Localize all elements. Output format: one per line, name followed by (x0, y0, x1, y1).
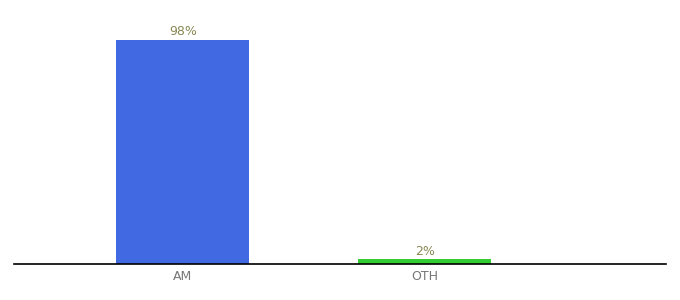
Bar (116, 40, 250, 264)
Text: 98%: 98% (169, 25, 197, 38)
Text: 2%: 2% (415, 244, 435, 258)
Bar (358, 260, 491, 264)
